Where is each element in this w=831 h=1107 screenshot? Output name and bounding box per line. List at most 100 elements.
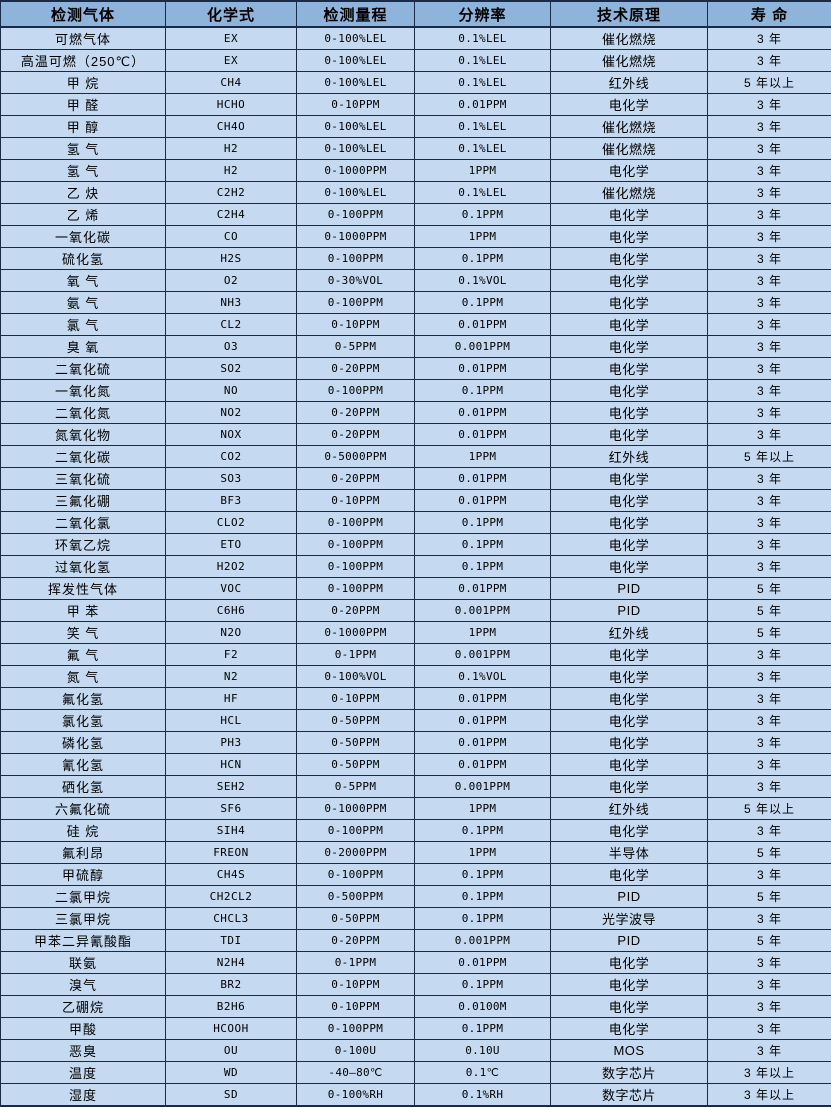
cell-lifespan: 3 年	[708, 974, 831, 996]
cell-resolution: 0.1PPM	[415, 292, 551, 314]
cell-resolution: 0.1%LEL	[415, 50, 551, 72]
cell-chemical-formula: HCOOH	[166, 1018, 297, 1040]
cell-technical-principle: 电化学	[551, 688, 708, 710]
cell-gas-name: 乙 烯	[1, 204, 166, 226]
cell-chemical-formula: EX	[166, 27, 297, 50]
cell-resolution: 0.01PPM	[415, 688, 551, 710]
cell-gas-name: 硒化氢	[1, 776, 166, 798]
cell-resolution: 0.01PPM	[415, 314, 551, 336]
cell-resolution: 0.1%LEL	[415, 116, 551, 138]
cell-lifespan: 5 年	[708, 600, 831, 622]
cell-technical-principle: 电化学	[551, 710, 708, 732]
cell-lifespan: 3 年	[708, 1018, 831, 1040]
cell-lifespan: 3 年	[708, 688, 831, 710]
cell-resolution: 0.0100M	[415, 996, 551, 1018]
cell-lifespan: 3 年	[708, 644, 831, 666]
cell-lifespan: 5 年以上	[708, 798, 831, 820]
cell-chemical-formula: CHCL3	[166, 908, 297, 930]
cell-gas-name: 一氧化氮	[1, 380, 166, 402]
cell-lifespan: 3 年	[708, 424, 831, 446]
cell-chemical-formula: SIH4	[166, 820, 297, 842]
cell-detection-range: 0-50PPM	[297, 732, 415, 754]
cell-technical-principle: PID	[551, 886, 708, 908]
cell-lifespan: 3 年	[708, 490, 831, 512]
cell-lifespan: 3 年	[708, 666, 831, 688]
cell-lifespan: 3 年	[708, 864, 831, 886]
cell-gas-name: 环氧乙烷	[1, 534, 166, 556]
cell-gas-name: 三氟化硼	[1, 490, 166, 512]
cell-chemical-formula: CO2	[166, 446, 297, 468]
cell-technical-principle: 电化学	[551, 644, 708, 666]
cell-gas-name: 氢 气	[1, 138, 166, 160]
cell-lifespan: 3 年	[708, 182, 831, 204]
cell-lifespan: 5 年	[708, 886, 831, 908]
cell-resolution: 0.01PPM	[415, 424, 551, 446]
header-row: 检测气体 化学式 检测量程 分辨率 技术原理 寿 命	[1, 1, 831, 27]
cell-technical-principle: 电化学	[551, 556, 708, 578]
cell-detection-range: 0-10PPM	[297, 996, 415, 1018]
cell-lifespan: 3 年	[708, 27, 831, 50]
cell-lifespan: 3 年	[708, 204, 831, 226]
cell-resolution: 0.1PPM	[415, 974, 551, 996]
cell-technical-principle: 电化学	[551, 292, 708, 314]
cell-resolution: 0.1%VOL	[415, 666, 551, 688]
cell-lifespan: 3 年	[708, 710, 831, 732]
cell-detection-range: 0-5PPM	[297, 336, 415, 358]
cell-technical-principle: 电化学	[551, 776, 708, 798]
cell-detection-range: 0-100%VOL	[297, 666, 415, 688]
cell-chemical-formula: HCN	[166, 754, 297, 776]
cell-lifespan: 3 年	[708, 1040, 831, 1062]
cell-detection-range: 0-1000PPM	[297, 798, 415, 820]
cell-detection-range: 0-30%VOL	[297, 270, 415, 292]
cell-gas-name: 溴气	[1, 974, 166, 996]
cell-gas-name: 硅 烷	[1, 820, 166, 842]
cell-resolution: 0.01PPM	[415, 94, 551, 116]
cell-technical-principle: 催化燃烧	[551, 116, 708, 138]
cell-technical-principle: 电化学	[551, 424, 708, 446]
cell-gas-name: 甲硫醇	[1, 864, 166, 886]
cell-chemical-formula: C2H4	[166, 204, 297, 226]
cell-detection-range: 0-100PPM	[297, 512, 415, 534]
cell-chemical-formula: C2H2	[166, 182, 297, 204]
cell-chemical-formula: PH3	[166, 732, 297, 754]
cell-chemical-formula: FREON	[166, 842, 297, 864]
cell-lifespan: 3 年	[708, 534, 831, 556]
cell-resolution: 0.01PPM	[415, 402, 551, 424]
table-header: 检测气体 化学式 检测量程 分辨率 技术原理 寿 命	[1, 1, 831, 27]
cell-technical-principle: 电化学	[551, 490, 708, 512]
cell-lifespan: 3 年	[708, 556, 831, 578]
cell-gas-name: 甲酸	[1, 1018, 166, 1040]
cell-technical-principle: 电化学	[551, 974, 708, 996]
cell-lifespan: 5 年以上	[708, 72, 831, 94]
cell-resolution: 0.01PPM	[415, 952, 551, 974]
cell-gas-name: 甲 醛	[1, 94, 166, 116]
cell-chemical-formula: F2	[166, 644, 297, 666]
cell-detection-range: 0-1PPM	[297, 952, 415, 974]
cell-chemical-formula: H2	[166, 138, 297, 160]
cell-chemical-formula: VOC	[166, 578, 297, 600]
cell-detection-range: 0-100%LEL	[297, 72, 415, 94]
cell-gas-name: 恶臭	[1, 1040, 166, 1062]
cell-lifespan: 3 年	[708, 952, 831, 974]
cell-technical-principle: 数字芯片	[551, 1084, 708, 1107]
cell-resolution: 0.1PPM	[415, 886, 551, 908]
cell-resolution: 0.1PPM	[415, 204, 551, 226]
cell-technical-principle: 电化学	[551, 732, 708, 754]
cell-resolution: 0.1%RH	[415, 1084, 551, 1107]
cell-detection-range: 0-2000PPM	[297, 842, 415, 864]
